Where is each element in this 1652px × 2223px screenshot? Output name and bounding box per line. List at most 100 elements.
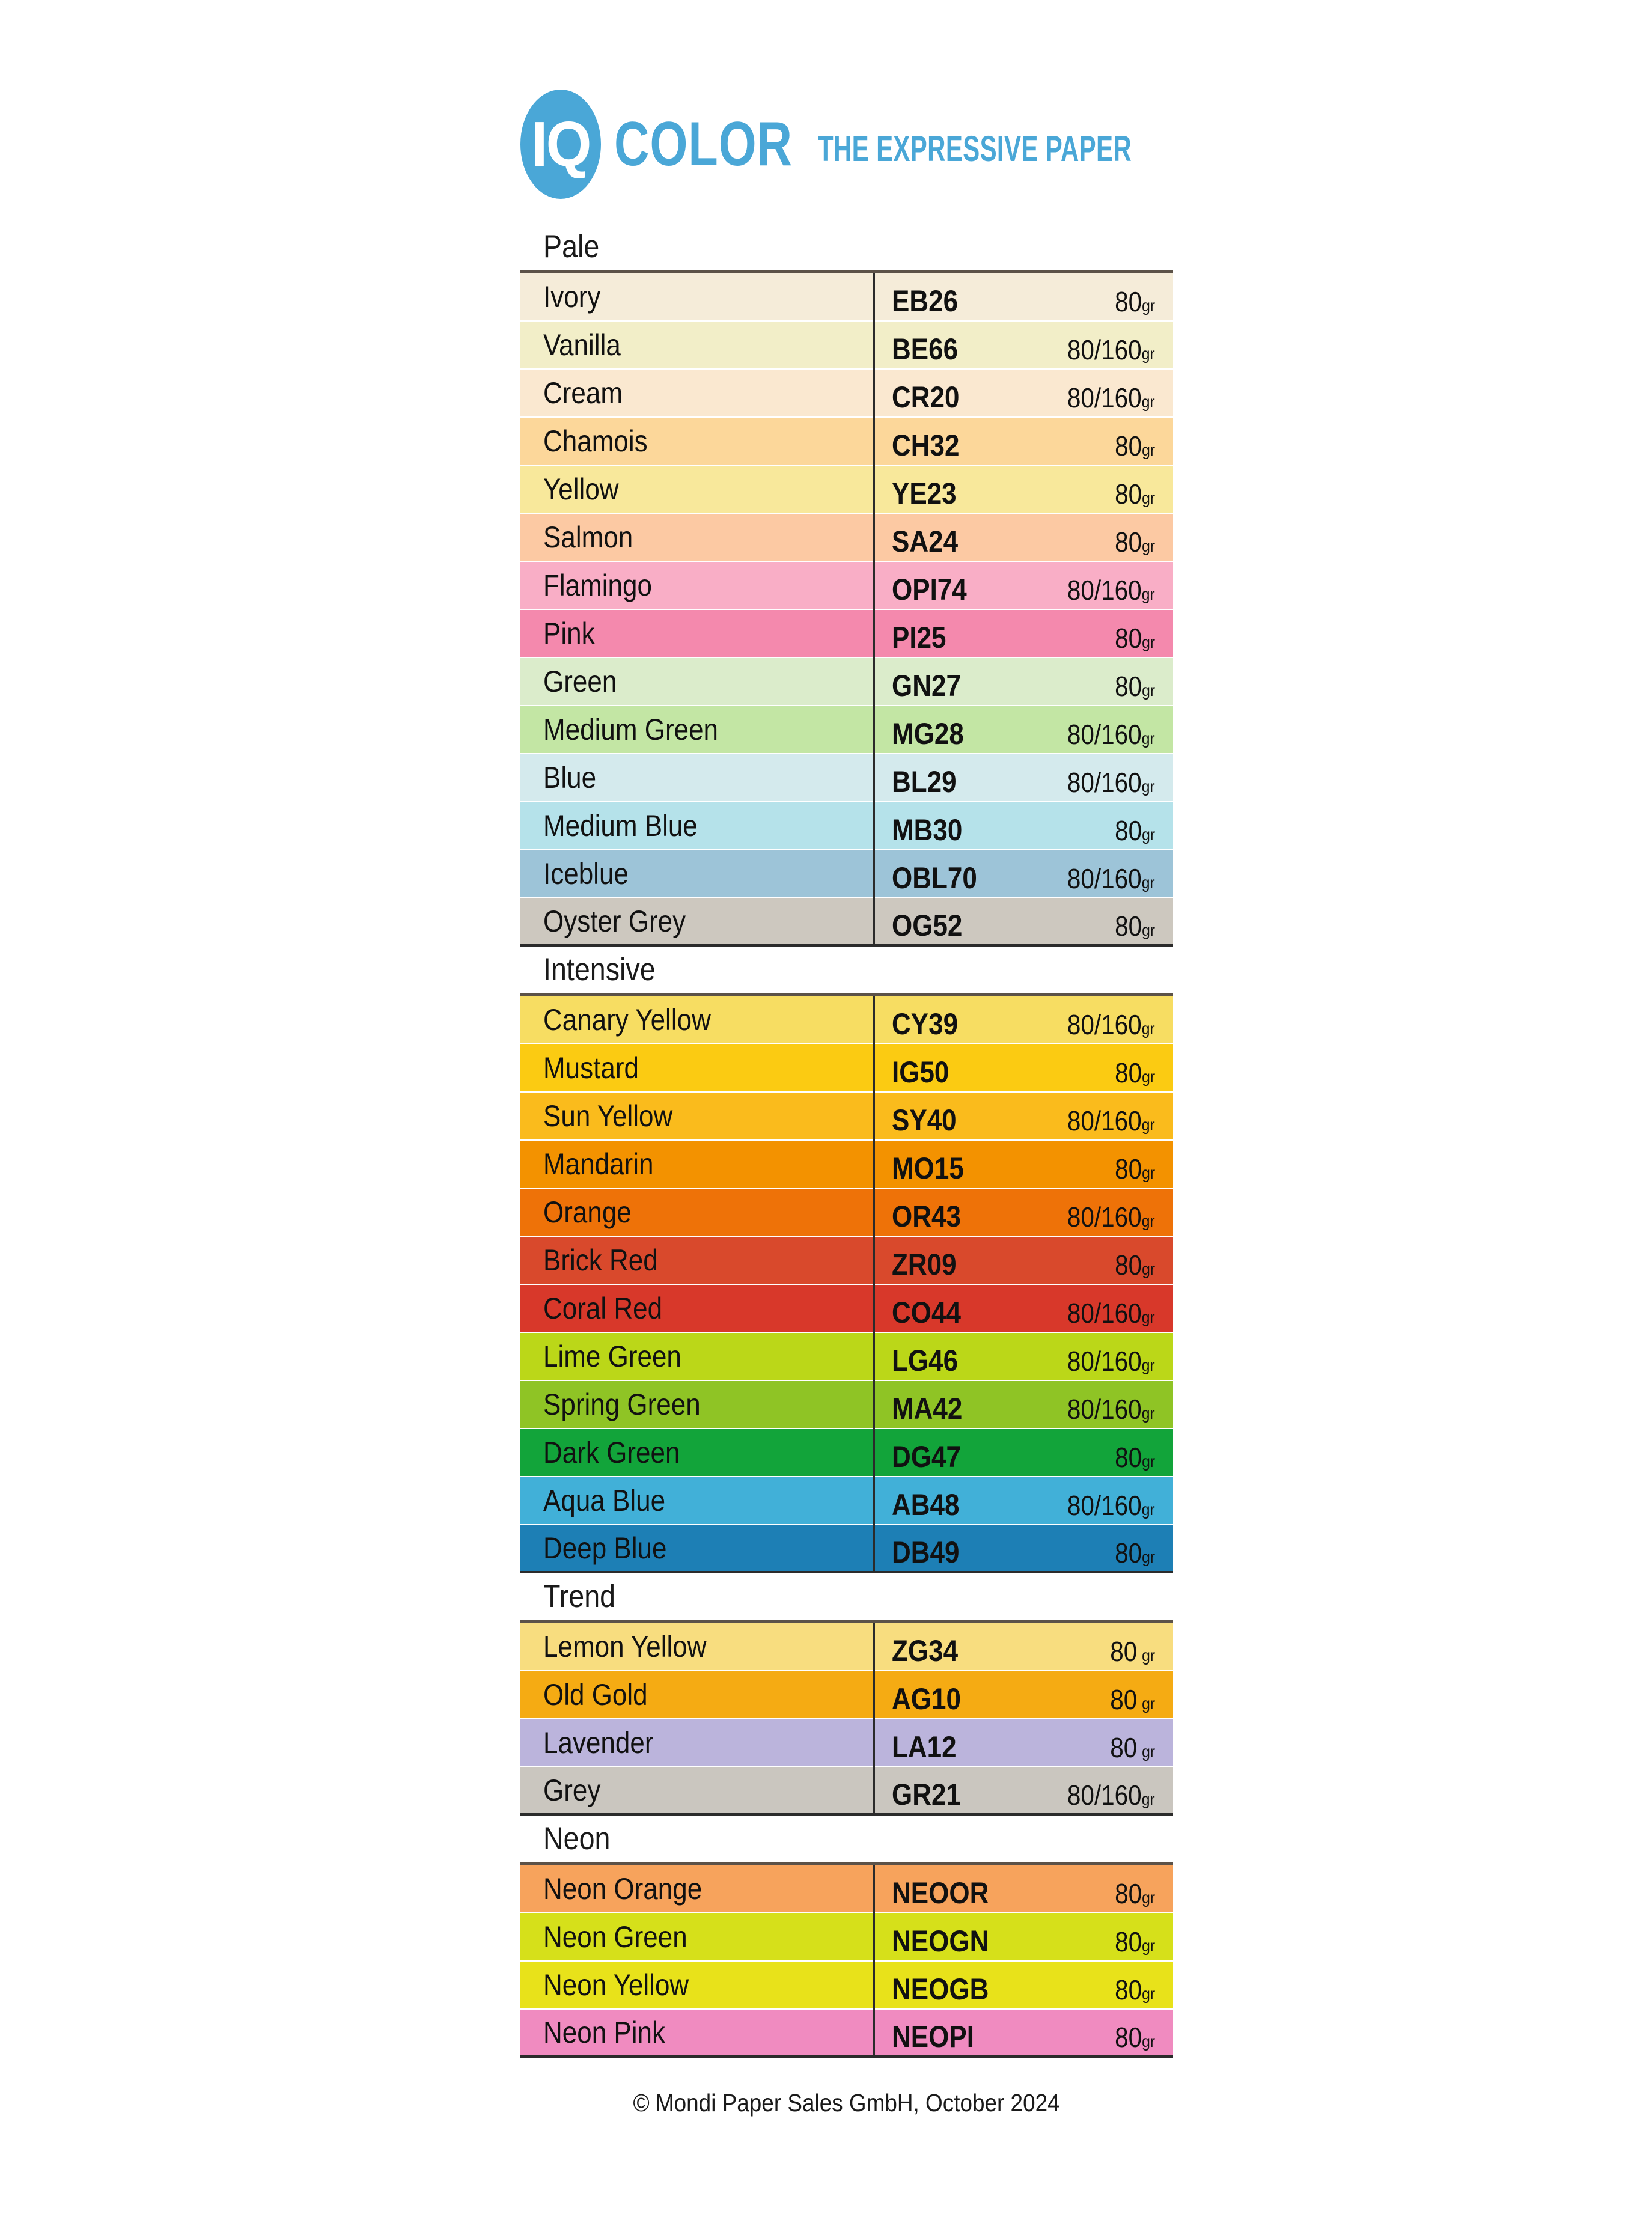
grammage-unit: gr [1142, 921, 1155, 939]
table-row[interactable]: Iceblue OBL70 80/160gr [520, 850, 1173, 898]
code-and-grammage-cell: MA42 80/160gr [873, 1380, 1173, 1429]
grammage-cell: 80gr [1013, 1877, 1173, 1910]
colour-name-cell: Oyster Grey [520, 904, 873, 939]
table-row[interactable]: Medium Green MG28 80/160gr [520, 706, 1173, 754]
grammage-cell: 80gr [1013, 1537, 1173, 1569]
grammage-value: 80/160 [1067, 1490, 1142, 1521]
colour-name-label: Medium Green [543, 713, 719, 746]
table-row[interactable]: Neon Green NEOGN 80gr [520, 1913, 1173, 1962]
table-row[interactable]: Neon Yellow NEOGB 80gr [520, 1961, 1173, 2010]
table-row[interactable]: Chamois CH32 80gr [520, 417, 1173, 466]
colour-code-label: AG10 [892, 1682, 961, 1716]
grammage-unit: gr [1142, 1308, 1155, 1326]
grammage-value: 80 [1115, 526, 1142, 558]
colour-name-cell: Lime Green [520, 1339, 873, 1374]
table-row[interactable]: Coral Red CO44 80/160gr [520, 1284, 1173, 1333]
table-row[interactable]: Green GN27 80gr [520, 657, 1173, 706]
colour-code-label: NEOGB [892, 1972, 989, 2006]
section-rows-intensive: Canary Yellow CY39 80/160gr Mustard IG50 80gr… [520, 993, 1173, 1573]
grammage-value: 80 [1115, 1442, 1142, 1473]
table-row[interactable]: Blue BL29 80/160gr [520, 754, 1173, 802]
colour-name-label: Oyster Grey [543, 904, 686, 938]
colour-code-cell: MO15 [875, 1151, 1013, 1186]
table-row[interactable]: Lavender LA12 80 gr [520, 1719, 1173, 1767]
colour-code-label: GR21 [892, 1778, 961, 1811]
table-row[interactable]: Old Gold AG10 80 gr [520, 1671, 1173, 1719]
grammage-value: 80 [1115, 671, 1142, 702]
table-row[interactable]: Pink PI25 80gr [520, 609, 1173, 658]
table-row[interactable]: Yellow YE23 80gr [520, 465, 1173, 514]
grammage-unit: gr [1142, 1067, 1155, 1086]
colour-name-label: Brick Red [543, 1243, 658, 1277]
grammage-unit: gr [1142, 1356, 1155, 1374]
grammage-value: 80/160 [1067, 1298, 1142, 1329]
grammage-unit: gr [1142, 585, 1155, 603]
table-row[interactable]: Sun Yellow SY40 80/160gr [520, 1092, 1173, 1141]
colour-name-cell: Green [520, 664, 873, 699]
grammage-value: 80 [1115, 1057, 1142, 1088]
grammage-value: 80 [1110, 1732, 1138, 1763]
table-row[interactable]: Mandarin MO15 80gr [520, 1140, 1173, 1189]
colour-name-cell: Iceblue [520, 856, 873, 891]
table-row[interactable]: Dark Green DG47 80gr [520, 1429, 1173, 1477]
grammage-value: 80/160 [1067, 767, 1142, 798]
iq-logo-mark: IQ [520, 90, 601, 199]
code-and-grammage-cell: SY40 80/160gr [873, 1092, 1173, 1140]
table-row[interactable]: Lime Green LG46 80/160gr [520, 1332, 1173, 1381]
table-row[interactable]: Lemon Yellow ZG34 80 gr [520, 1623, 1173, 1671]
colour-name-label: Mandarin [543, 1147, 654, 1181]
table-row[interactable]: Salmon SA24 80gr [520, 513, 1173, 562]
code-and-grammage-cell: NEOOR 80gr [873, 1865, 1173, 1913]
colour-code-label: YE23 [892, 477, 957, 510]
table-row[interactable]: Canary Yellow CY39 80/160gr [520, 996, 1173, 1044]
table-row[interactable]: Medium Blue MB30 80gr [520, 802, 1173, 850]
grammage-cell: 80gr [1013, 622, 1173, 654]
colour-name-cell: Neon Orange [520, 1871, 873, 1906]
colour-name-label: Lime Green [543, 1340, 681, 1373]
grammage-unit: gr [1142, 489, 1155, 507]
table-row[interactable]: Deep Blue DB49 80gr [520, 1524, 1173, 1573]
code-and-grammage-cell: OPI74 80/160gr [873, 561, 1173, 609]
table-row[interactable]: Oyster Grey OG52 80gr [520, 897, 1173, 947]
grammage-unit: gr [1142, 1646, 1155, 1665]
grammage-cell: 80gr [1013, 526, 1173, 558]
grammage-value: 80 [1115, 430, 1142, 462]
code-and-grammage-cell: AB48 80/160gr [873, 1477, 1173, 1525]
table-row[interactable]: Flamingo OPI74 80/160gr [520, 561, 1173, 610]
table-row[interactable]: Spring Green MA42 80/160gr [520, 1380, 1173, 1429]
table-row[interactable]: Neon Orange NEOOR 80gr [520, 1865, 1173, 1913]
table-row[interactable]: Orange OR43 80/160gr [520, 1188, 1173, 1237]
colour-name-cell: Orange [520, 1195, 873, 1230]
table-row[interactable]: Cream CR20 80/160gr [520, 369, 1173, 418]
colour-name-label: Neon Orange [543, 1872, 703, 1906]
table-row[interactable]: Mustard IG50 80gr [520, 1044, 1173, 1093]
colour-code-label: ZR09 [892, 1248, 957, 1281]
table-row[interactable]: Grey GR21 80/160gr [520, 1766, 1173, 1816]
grammage-unit: gr [1142, 1500, 1155, 1519]
colour-name-cell: Dark Green [520, 1435, 873, 1470]
table-row[interactable]: Ivory EB26 80gr [520, 273, 1173, 322]
grammage-value: 80/160 [1067, 334, 1142, 365]
colour-name-label: Deep Blue [543, 1531, 667, 1565]
colour-name-label: Grey [543, 1773, 601, 1807]
code-and-grammage-cell: GN27 80gr [873, 657, 1173, 706]
colour-code-label: MG28 [892, 717, 964, 751]
section-rows-trend: Lemon Yellow ZG34 80 gr Old Gold AG10 80 gr Lave… [520, 1620, 1173, 1816]
table-row[interactable]: Neon Pink NEOPI 80gr [520, 2008, 1173, 2058]
colour-code-label: ZG34 [892, 1634, 959, 1668]
grammage-value: 80/160 [1067, 1779, 1142, 1811]
table-row[interactable]: Vanilla BE66 80/160gr [520, 321, 1173, 370]
grammage-cell: 80gr [1013, 1926, 1173, 1958]
table-row[interactable]: Brick Red ZR09 80gr [520, 1236, 1173, 1285]
colour-name-label: Orange [543, 1195, 632, 1229]
colour-code-cell: CH32 [875, 428, 1013, 463]
table-row[interactable]: Aqua Blue AB48 80/160gr [520, 1477, 1173, 1525]
code-and-grammage-cell: CO44 80/160gr [873, 1284, 1173, 1332]
colour-name-label: Chamois [543, 424, 648, 458]
colour-code-cell: CO44 [875, 1295, 1013, 1330]
colour-code-cell: GR21 [875, 1777, 1013, 1812]
colour-code-label: MA42 [892, 1392, 963, 1426]
colour-name-cell: Pink [520, 616, 873, 651]
colour-name-cell: Mandarin [520, 1147, 873, 1182]
